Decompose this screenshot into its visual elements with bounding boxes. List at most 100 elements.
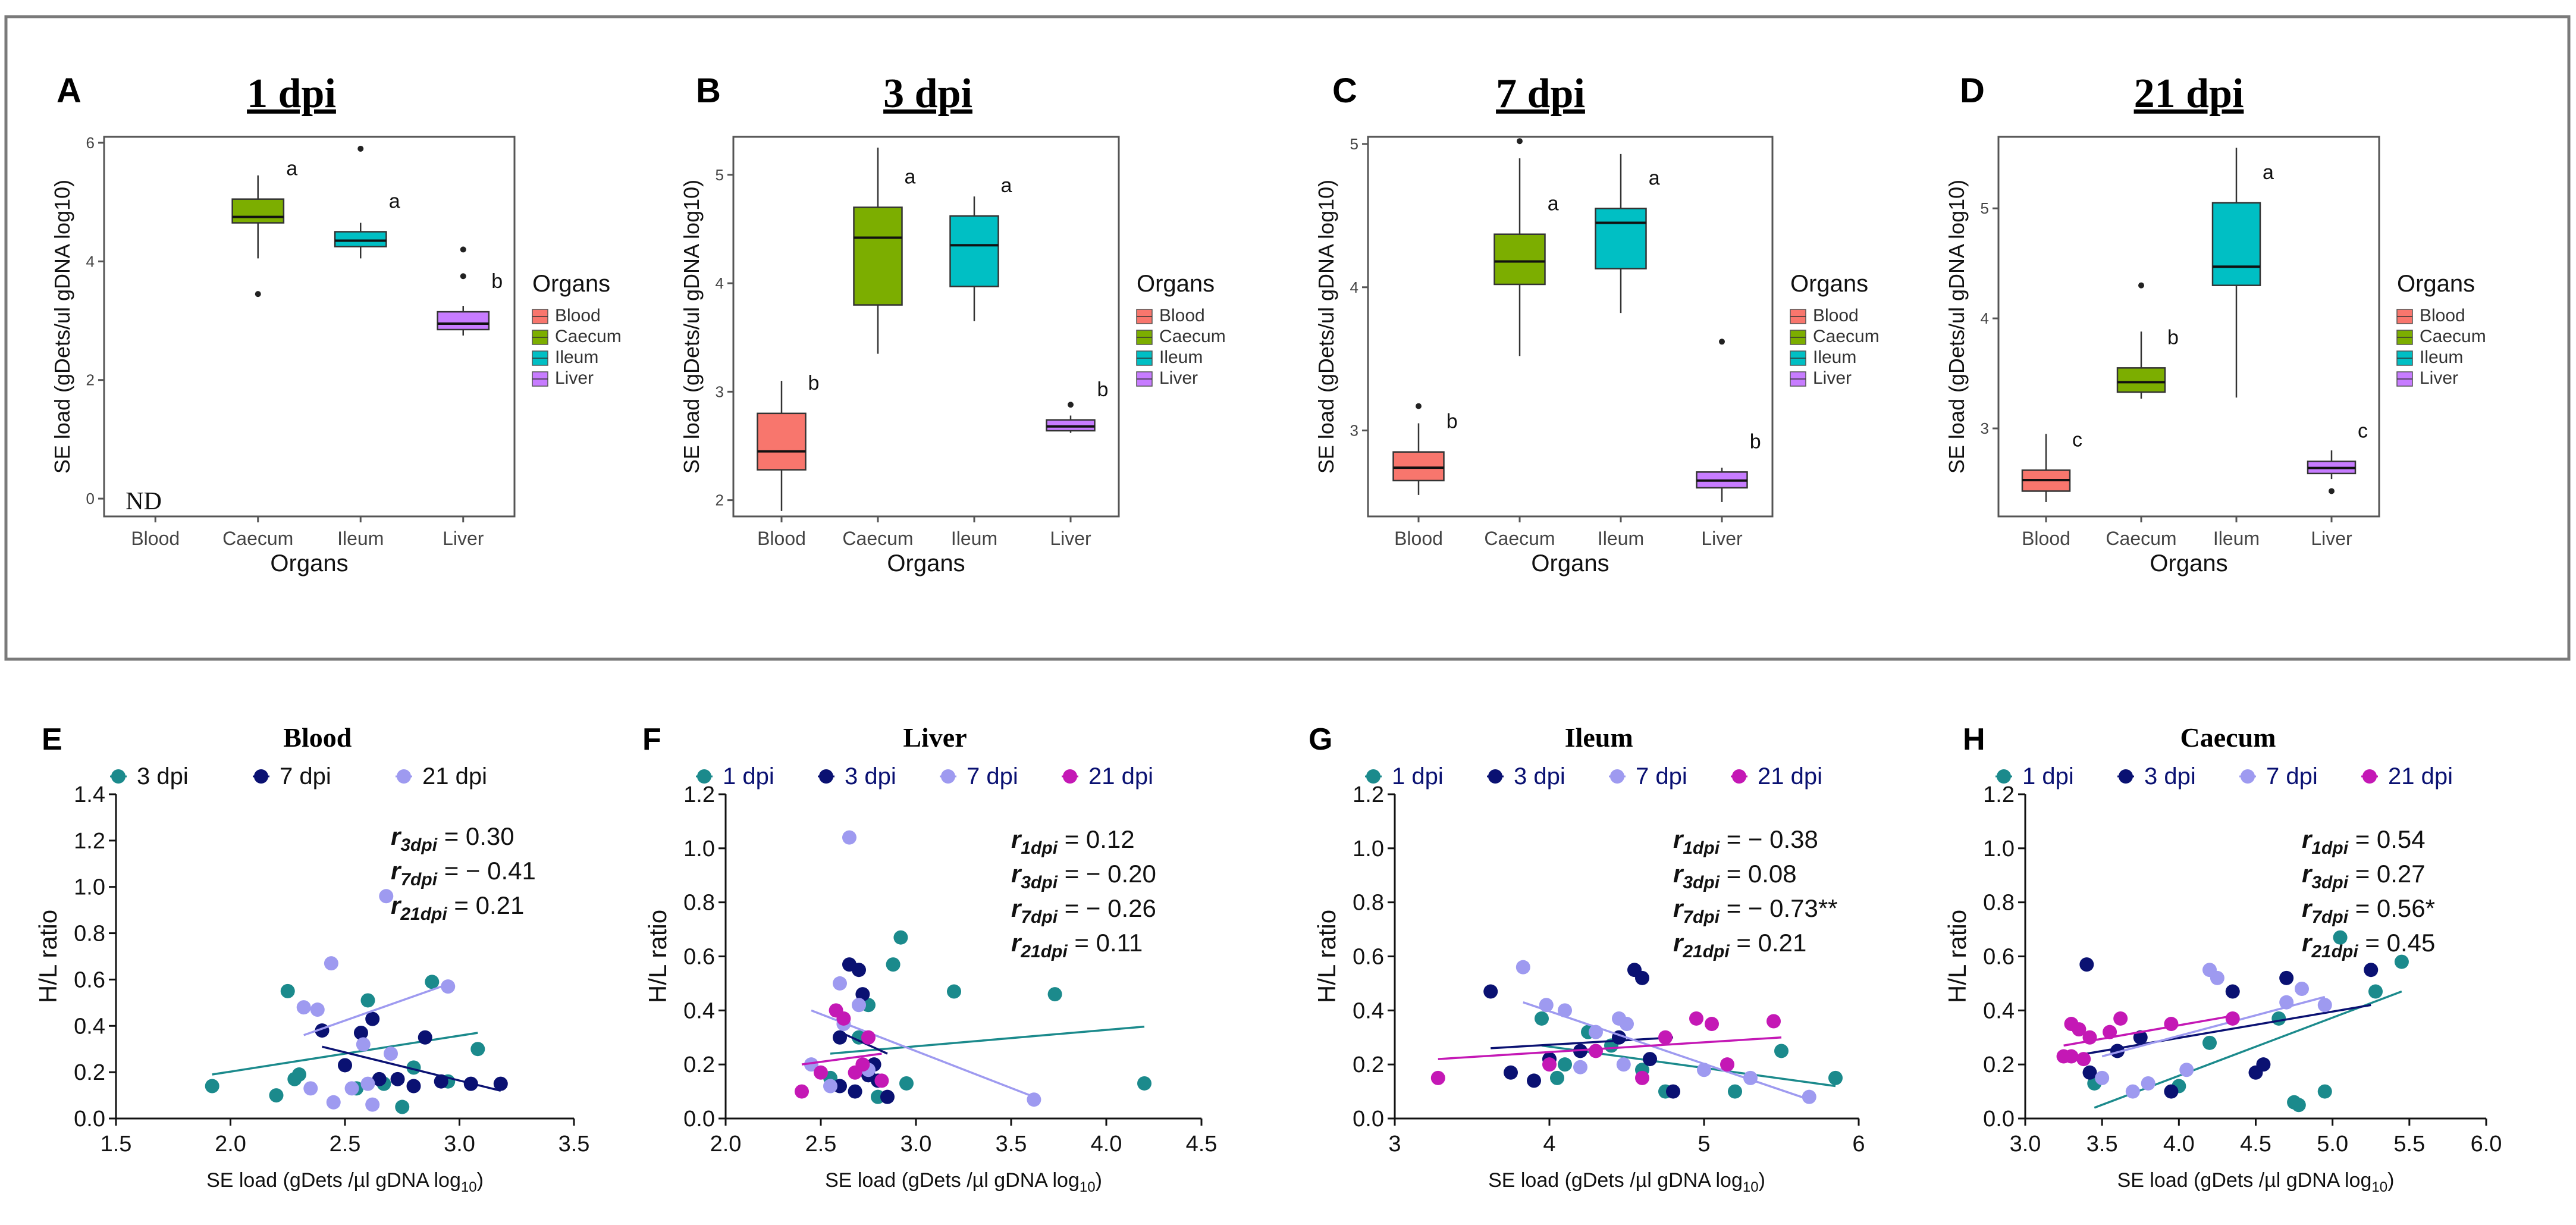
significance-letter: a (905, 165, 916, 188)
y-axis-label: SE load (gDets/ul gDNA log10) (50, 180, 74, 474)
y-tick-label: 1.0 (1983, 836, 2015, 861)
y-tick-label: 5 (1350, 135, 1358, 153)
correlation-stat: r21dpi = 0.45 (2302, 929, 2435, 961)
legend-key-dot (1997, 769, 2011, 784)
legend-label: Blood (555, 306, 601, 325)
panel-letter: H (1963, 722, 1985, 757)
data-point (814, 1065, 828, 1080)
significance-letter: a (1548, 193, 1559, 215)
outlier-point (460, 246, 466, 253)
x-tick-label: 2.5 (330, 1132, 361, 1157)
data-point (2082, 1030, 2097, 1045)
legend-label: Liver (555, 368, 594, 388)
y-axis-label: SE load (gDets/ul gDNA log10) (1944, 180, 1969, 474)
legend-key-dot (1732, 769, 1746, 784)
data-point (1539, 998, 1554, 1013)
data-point (886, 957, 900, 972)
stat-value: = 0.21 (1730, 929, 1807, 957)
legend-label: 21 dpi (422, 763, 487, 789)
x-tick-label: 2.0 (710, 1132, 742, 1157)
legend-label: Ileum (2420, 347, 2463, 367)
x-tick-label: Blood (2022, 528, 2070, 549)
stat-r: r (1011, 860, 1022, 888)
data-point (390, 1072, 405, 1086)
data-point (880, 1089, 895, 1104)
data-point (205, 1079, 219, 1094)
x-tick-label: 4.0 (1091, 1132, 1122, 1157)
panel-letter: B (696, 71, 721, 110)
data-point (434, 1074, 448, 1089)
data-point (280, 983, 295, 998)
significance-letter: a (286, 158, 297, 180)
panel-letter: C (1332, 71, 1357, 110)
series-21-dpi (1430, 1011, 1782, 1085)
stat-subscript: 7dpi (1021, 907, 1058, 927)
box-iqr (1392, 451, 1445, 482)
data-point (823, 1079, 837, 1094)
scatter-panel-H: H Caecum 1 dpi 3 dpi 7 dpi 21 dpi 0.0 0.2 0.4 0.6… (1943, 722, 2502, 1195)
data-point (2317, 1084, 2332, 1099)
box-blood: b (757, 372, 820, 511)
nd-annotation: ND (125, 488, 162, 515)
x-tick-label: 3.0 (2010, 1132, 2041, 1157)
x-tick-label: 4.0 (2163, 1132, 2195, 1157)
data-point (1774, 1044, 1789, 1058)
stat-r: r (1011, 894, 1022, 922)
legend-key-dot (1366, 769, 1380, 784)
panel-title: Ileum (1565, 722, 1633, 753)
box-iqr (2211, 202, 2261, 286)
panel-title: Caecum (2180, 722, 2276, 753)
x-axis-label: Organs (1531, 550, 1609, 577)
scatter-panel-E: E Blood 3 dpi 7 dpi 21 dpi 0.0 0.2 0.4 0.6 0.8 1.0… (34, 722, 589, 1195)
x-tick-label: 6 (1852, 1132, 1865, 1157)
x-tick-label: Liver (443, 528, 484, 549)
stat-r: r (1673, 860, 1684, 888)
x-tick-label: 6.0 (2471, 1132, 2502, 1157)
stat-value: = 0.21 (447, 891, 525, 919)
box-iqr (1493, 233, 1546, 286)
stat-value: = 0.08 (1720, 860, 1797, 888)
x-tick-label: 3 (1388, 1132, 1401, 1157)
significance-letter: b (491, 270, 503, 293)
legend-label: 1 dpi (1392, 763, 1444, 789)
data-point (804, 1057, 818, 1072)
x-tick-label: Caecum (2106, 528, 2176, 549)
legend-key-dot (1488, 769, 1502, 784)
significance-letter: b (808, 372, 820, 394)
correlation-stat: r3dpi = − 0.20 (1011, 860, 1156, 892)
data-point (874, 1073, 889, 1088)
series-7-dpi (2095, 963, 2332, 1099)
regression-line (303, 983, 448, 1036)
stat-subscript: 21dpi (1682, 942, 1730, 961)
y-tick-label: 0.4 (74, 1014, 105, 1039)
x-axis-label-end: ) (1759, 1169, 1765, 1192)
stat-r: r (391, 822, 402, 850)
regression-line (1438, 1036, 1782, 1060)
outlier-point (1517, 138, 1523, 145)
data-point (303, 1081, 318, 1096)
legend-label: 21 dpi (1758, 763, 1822, 789)
x-tick-label: 2.0 (215, 1132, 246, 1157)
y-tick-label: 0.8 (1983, 891, 2015, 916)
legend-key-dot (941, 769, 955, 784)
data-point (2279, 970, 2294, 985)
data-point (1430, 1070, 1445, 1085)
x-axis-label-subscript: 10 (461, 1179, 477, 1195)
x-tick-label: 3.5 (559, 1132, 590, 1157)
data-point (2291, 1098, 2306, 1113)
significance-letter: b (1447, 411, 1458, 433)
x-tick-label: 5 (1698, 1132, 1710, 1157)
panel-title: Blood (283, 722, 352, 753)
stat-r: r (391, 891, 402, 919)
box-iqr (334, 231, 387, 247)
y-tick-label: 1.2 (1983, 782, 2015, 807)
data-point (1635, 970, 1649, 985)
legend-title: Organs (532, 271, 610, 297)
data-point (2164, 1084, 2179, 1099)
stat-subscript: 7dpi (2311, 907, 2348, 927)
data-point (1542, 1057, 1557, 1072)
outlier-point (460, 273, 466, 280)
stat-subscript: 7dpi (1683, 907, 1720, 927)
legend-label: Ileum (555, 347, 598, 367)
